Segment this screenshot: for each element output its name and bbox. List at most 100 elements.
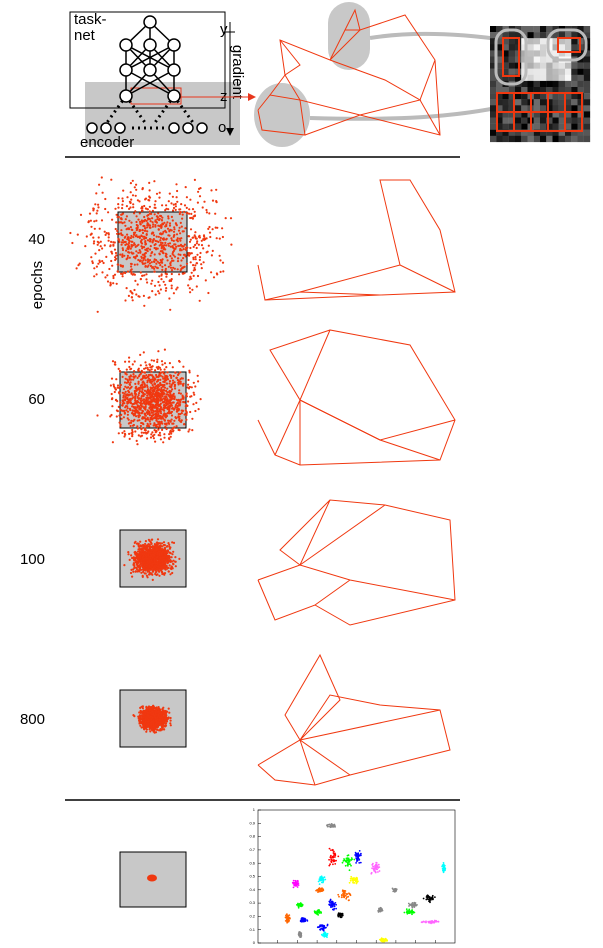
pixel <box>527 87 534 94</box>
pixel <box>571 99 578 106</box>
mesh-line <box>299 739 316 786</box>
point <box>168 297 171 300</box>
point <box>142 219 146 222</box>
point <box>136 425 139 428</box>
pixel <box>583 26 591 33</box>
point <box>183 243 186 246</box>
pixel <box>552 32 559 39</box>
point <box>153 260 156 263</box>
pixel <box>540 93 547 100</box>
point <box>174 243 177 246</box>
point <box>180 412 183 415</box>
point <box>210 189 213 192</box>
point <box>164 553 167 556</box>
pixel <box>490 56 497 63</box>
mesh <box>257 499 456 626</box>
point <box>134 231 137 234</box>
point <box>163 221 166 224</box>
point <box>184 227 187 230</box>
point <box>147 403 150 406</box>
point <box>180 203 183 206</box>
point <box>160 274 163 277</box>
point <box>183 423 186 426</box>
y-tick-label: 1 <box>253 807 256 812</box>
point <box>168 419 171 422</box>
point <box>147 377 151 380</box>
point <box>157 212 160 215</box>
point <box>162 230 165 233</box>
point <box>138 373 141 376</box>
point <box>115 415 118 418</box>
point <box>176 260 180 263</box>
point <box>156 385 159 388</box>
point <box>161 363 164 366</box>
y-tick-label: 0.3 <box>249 900 255 905</box>
point <box>132 545 135 548</box>
pixel <box>583 56 591 63</box>
point <box>144 720 148 723</box>
point <box>121 431 124 434</box>
point <box>116 232 119 235</box>
point <box>132 423 135 427</box>
pixel <box>490 111 497 118</box>
point <box>154 716 157 720</box>
point <box>117 197 120 200</box>
point <box>163 714 166 717</box>
pixel <box>490 129 497 136</box>
y-tick-label: 0.5 <box>249 874 255 879</box>
point <box>155 375 158 378</box>
point <box>110 259 113 263</box>
point <box>127 389 130 392</box>
point <box>172 374 175 378</box>
pixel <box>546 99 553 106</box>
point <box>98 227 101 230</box>
point <box>153 253 156 256</box>
point <box>159 264 162 267</box>
point <box>168 234 171 237</box>
point <box>199 251 202 255</box>
point <box>345 860 348 862</box>
pixel <box>577 68 584 75</box>
point <box>161 216 164 219</box>
point <box>188 208 191 211</box>
pixel <box>552 44 559 51</box>
node <box>114 122 126 134</box>
point <box>159 241 163 244</box>
point <box>118 414 121 417</box>
pixel <box>521 117 528 124</box>
point <box>119 401 122 404</box>
point <box>152 239 155 242</box>
pixel <box>577 129 584 136</box>
point <box>157 708 160 711</box>
pixel <box>546 123 553 130</box>
point <box>133 186 136 189</box>
point <box>164 724 167 727</box>
point <box>128 256 131 259</box>
point <box>148 181 151 184</box>
point <box>98 260 101 264</box>
point <box>139 278 142 281</box>
point <box>347 857 350 860</box>
pixel <box>502 74 509 82</box>
point <box>163 572 167 575</box>
point <box>195 246 198 250</box>
point <box>126 405 129 408</box>
pixel <box>552 123 559 130</box>
point <box>148 561 151 564</box>
point <box>187 400 190 403</box>
point <box>175 245 178 248</box>
pixel <box>521 93 528 100</box>
point <box>91 260 94 263</box>
point <box>178 429 181 432</box>
point <box>196 374 199 377</box>
point <box>111 252 114 255</box>
point <box>164 241 167 244</box>
point <box>105 232 108 235</box>
pixel <box>565 117 572 124</box>
point <box>181 217 184 220</box>
point <box>159 422 163 425</box>
point <box>172 559 175 562</box>
point <box>169 722 172 725</box>
point <box>173 226 176 229</box>
point <box>176 240 179 243</box>
